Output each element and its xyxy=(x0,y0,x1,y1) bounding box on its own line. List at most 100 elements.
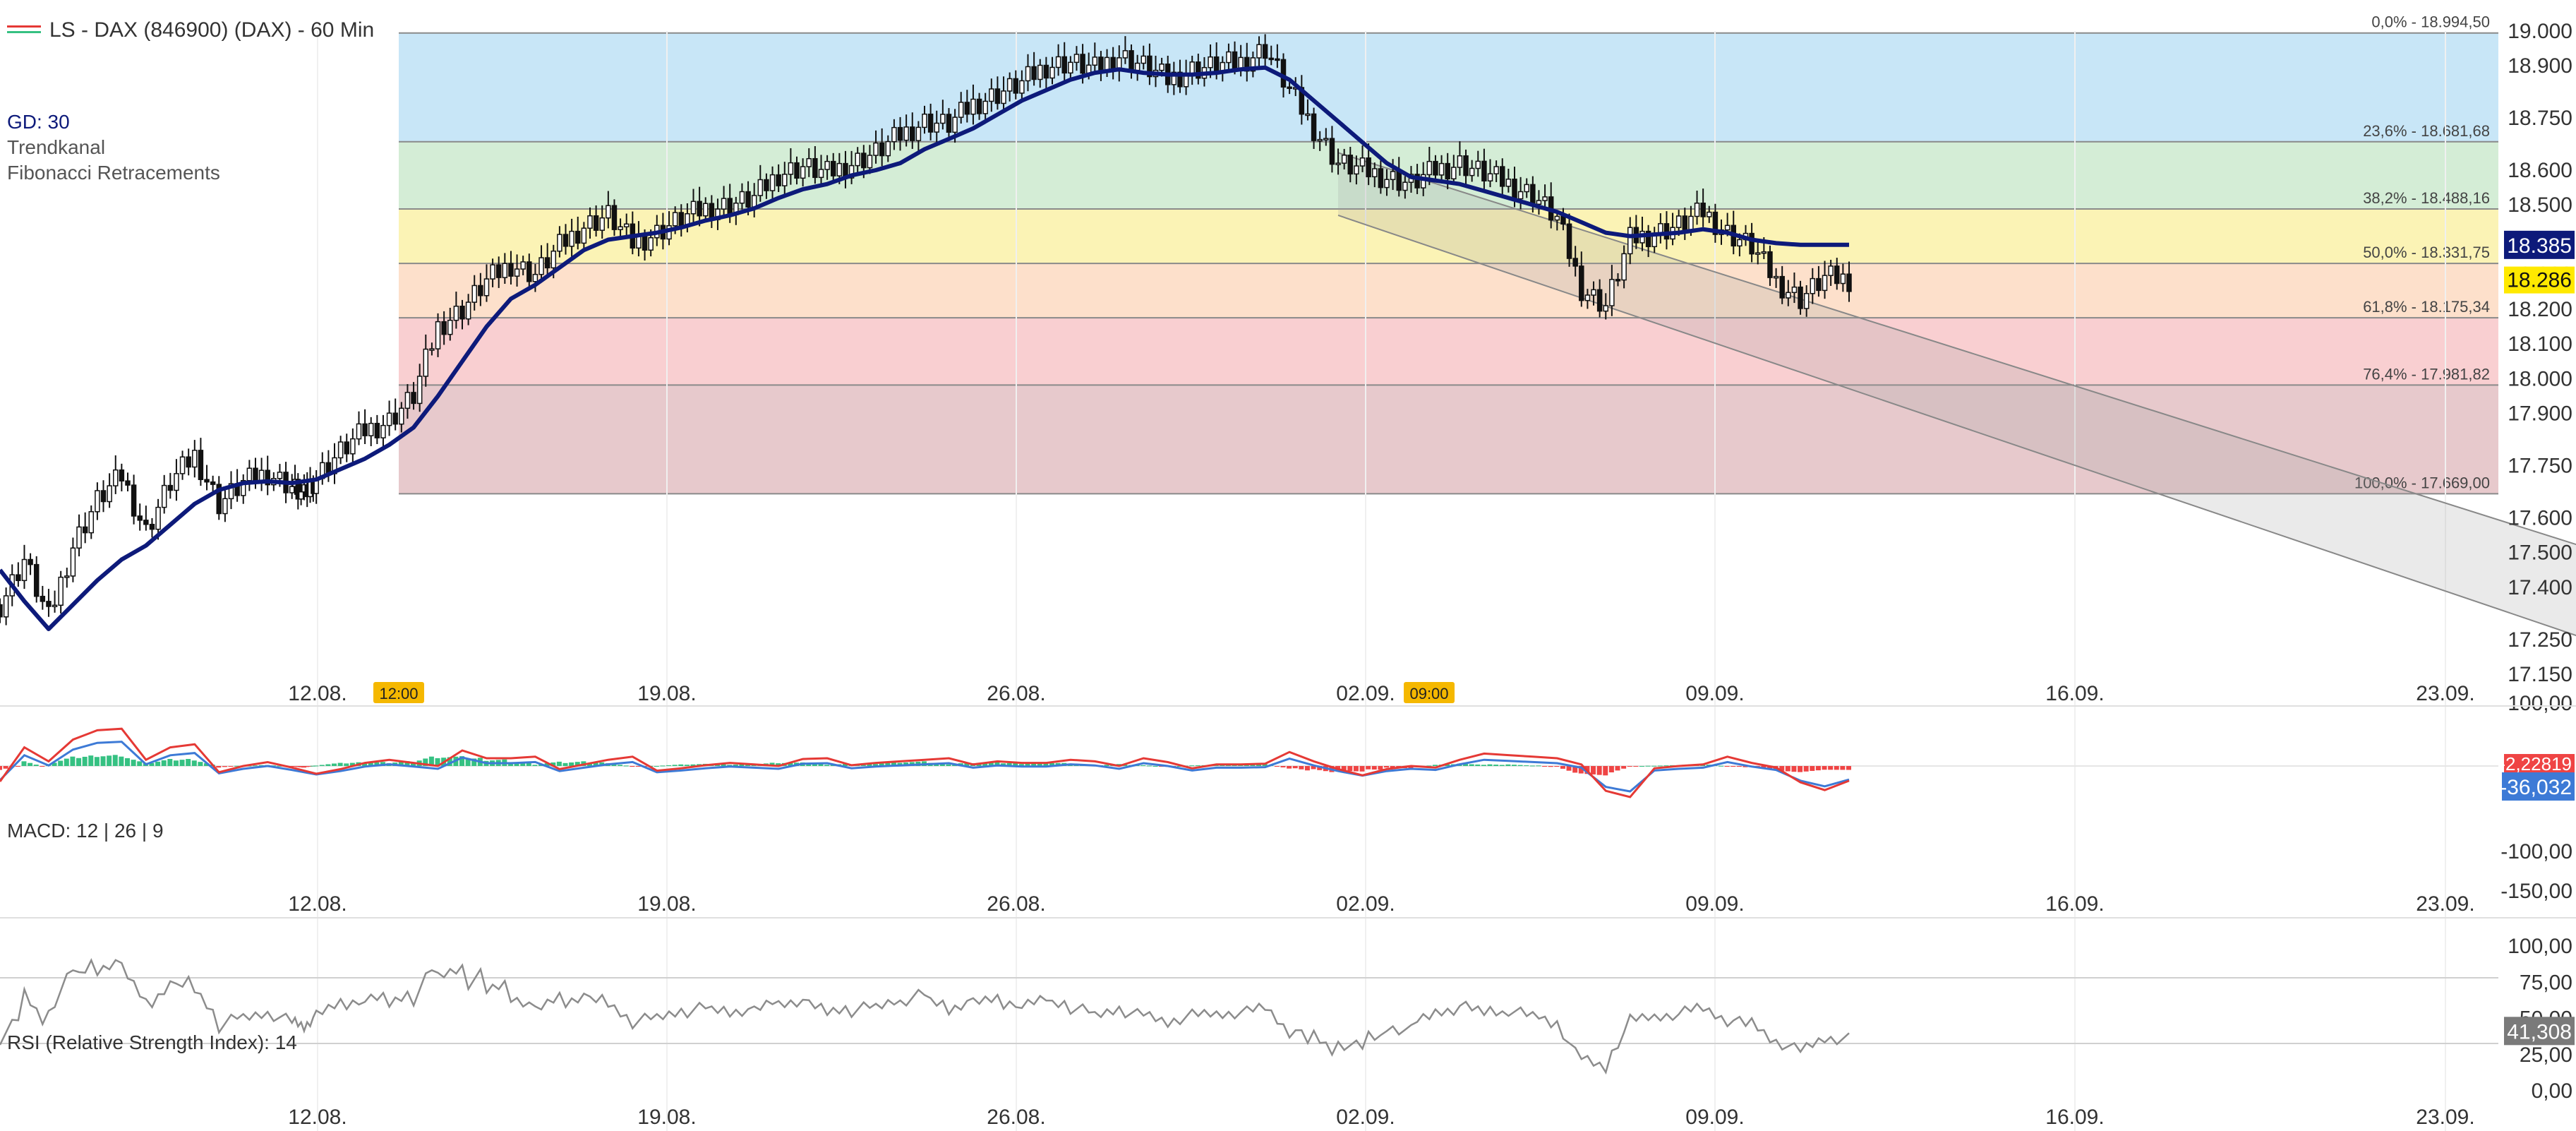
fib-zone-5 xyxy=(399,385,2498,494)
candle-body xyxy=(1250,57,1256,72)
candle-body xyxy=(672,212,678,227)
macd-hist-bar xyxy=(1176,766,1182,767)
macd-hist-bar xyxy=(155,761,161,766)
candle-body xyxy=(441,321,447,335)
candle-body xyxy=(611,205,618,230)
legend-ma[interactable]: GD: 30 xyxy=(7,111,70,133)
rsi-last-value: 41,308 xyxy=(2507,1020,2572,1043)
macd-hist-bar xyxy=(988,762,994,766)
macd-hist-bar xyxy=(137,761,143,766)
candle-body xyxy=(903,126,909,141)
macd-hist-bar xyxy=(964,762,970,766)
chart-title[interactable]: LS - DAX (846900) (DAX) - 60 Min xyxy=(49,18,374,42)
macd-hist-bar xyxy=(569,762,574,766)
candle-body xyxy=(1542,196,1548,201)
macd-hist-bar xyxy=(1049,762,1054,766)
macd-hist-bar xyxy=(204,763,210,766)
candle-body xyxy=(1627,227,1633,255)
candle-body xyxy=(581,227,587,244)
candle-body xyxy=(1232,51,1238,69)
candle-body xyxy=(1536,200,1542,205)
candle-body xyxy=(58,576,64,606)
macd-hist-bar xyxy=(654,766,659,767)
macd-hist-bar xyxy=(173,760,179,766)
candle-body xyxy=(952,116,958,133)
macd-hist-bar xyxy=(1499,765,1505,766)
candle-body xyxy=(1061,56,1067,74)
candle-body xyxy=(1560,215,1566,225)
candle-body xyxy=(958,102,964,118)
macd-hist-bar xyxy=(124,758,130,766)
candle-body xyxy=(1651,234,1657,248)
candle-body xyxy=(298,491,304,500)
candle-body xyxy=(1317,138,1323,142)
candle-body xyxy=(1798,286,1803,309)
macd-hist-bar xyxy=(842,764,848,766)
macd-hist-bar xyxy=(885,762,891,766)
macd-hist-bar xyxy=(611,764,617,766)
candle-body xyxy=(1280,59,1287,88)
candle-body xyxy=(910,126,915,141)
candle-body xyxy=(95,490,100,513)
candle-body xyxy=(818,169,824,179)
candle-body xyxy=(1712,211,1719,235)
candle-body xyxy=(776,174,781,186)
candle-body xyxy=(508,263,514,277)
candle-body xyxy=(1019,80,1025,94)
macd-title[interactable]: MACD: 12 | 26 | 9 xyxy=(7,820,164,842)
candle-body xyxy=(1159,64,1164,71)
candle-body xyxy=(478,285,483,297)
macd-hist-bar xyxy=(1347,766,1353,772)
candle-body xyxy=(3,595,9,618)
macd-hist-bar xyxy=(879,763,884,766)
candle-body xyxy=(356,423,362,440)
x-label-2-1: 19.08. xyxy=(637,1106,696,1129)
legend-fibonacci[interactable]: Fibonacci Retracements xyxy=(7,162,220,184)
ma-last-badge xyxy=(2504,230,2575,259)
candle-body xyxy=(1031,66,1037,80)
candle-body xyxy=(386,412,392,426)
candle-body xyxy=(575,230,581,244)
fib-label-5: 76,4% - 17.981,82 xyxy=(2363,365,2490,383)
candle-body xyxy=(1177,71,1183,88)
macd-hist-bar xyxy=(1615,766,1620,771)
macd-hist-bar xyxy=(1104,765,1109,766)
macd-hist-bar xyxy=(21,761,27,766)
candle-body xyxy=(1828,265,1834,276)
rsi-title[interactable]: RSI (Relative Strength Index): 14 xyxy=(7,1031,297,1053)
macd-hist-bar xyxy=(374,762,380,766)
candle-body xyxy=(946,114,952,133)
macd-hist-bar xyxy=(1834,766,1839,770)
macd-hist-bar xyxy=(0,766,2,770)
candle-body xyxy=(830,160,836,176)
legend-trendchannel[interactable]: Trendkanal xyxy=(7,136,105,158)
candle-body xyxy=(1098,56,1104,71)
candle-body xyxy=(994,88,1001,104)
candle-body xyxy=(1707,211,1712,217)
candle-body xyxy=(204,479,210,483)
macd-hist-bar xyxy=(672,765,678,766)
macd-hist-bar xyxy=(678,764,684,766)
macd-hist-bar xyxy=(15,766,20,767)
macd-hist-bar xyxy=(1736,766,1742,767)
candle-body xyxy=(751,195,757,208)
macd-hist-bar xyxy=(1524,765,1529,767)
macd-hist-bar xyxy=(1493,765,1499,766)
macd-hist-bar xyxy=(291,766,297,767)
macd-hist-bar xyxy=(1578,766,1584,774)
chart-header: LS - DAX (846900) (DAX) - 60 Min GD: 30 … xyxy=(7,18,374,1053)
fib-zone-2 xyxy=(399,209,2498,264)
candle-body xyxy=(392,412,398,425)
macd-hist-bar xyxy=(1256,764,1262,766)
price-tick-9: 17.900 xyxy=(2508,402,2572,426)
candle-body xyxy=(1329,138,1335,165)
fibonacci-layer: 0,0% - 18.994,50 23,6% - 18.681,68 38,2% -… xyxy=(399,13,2498,495)
macd-hist-bar xyxy=(222,766,227,767)
candle-body xyxy=(1171,71,1177,85)
macd-hist-bar xyxy=(1213,765,1219,766)
candle-body xyxy=(1244,56,1250,72)
candle-body xyxy=(198,450,204,480)
candle-body xyxy=(526,261,532,282)
candle-body xyxy=(210,481,216,485)
